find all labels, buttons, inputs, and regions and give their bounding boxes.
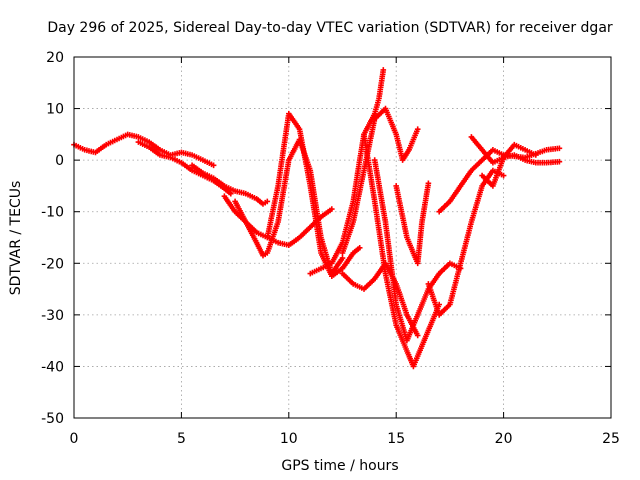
- y-tick-label: -20: [41, 256, 64, 272]
- x-tick-labels: 0 5 10 15 20 25: [70, 431, 620, 447]
- y-tick-label: -50: [41, 411, 64, 427]
- y-tick-label: -40: [41, 359, 64, 375]
- grid-lines: [74, 57, 611, 418]
- x-axis-label: GPS time / hours: [281, 458, 398, 474]
- series-track-11: [371, 157, 464, 344]
- series-track-9: [361, 131, 442, 370]
- y-tick-label: 20: [46, 50, 64, 66]
- data-points: [71, 67, 563, 370]
- x-tick-label: 10: [280, 431, 298, 447]
- plot-frame: [73, 56, 612, 419]
- series-track-14: [436, 145, 563, 215]
- series-track-13: [425, 167, 507, 318]
- y-tick-label: -30: [41, 308, 64, 324]
- x-tick-label: 20: [495, 431, 513, 447]
- series-track-3: [189, 162, 271, 207]
- series-track-2: [135, 139, 234, 197]
- x-tick-label: 15: [387, 431, 405, 447]
- series-track-12: [393, 180, 432, 267]
- y-tick-label: -10: [41, 205, 64, 221]
- y-tick-label: 0: [55, 153, 64, 169]
- y-tick-label: 10: [46, 102, 64, 118]
- series-track-6: [264, 110, 363, 279]
- y-axis-label: SDTVAR / TECUs: [8, 181, 24, 296]
- series-track-10: [339, 260, 421, 339]
- chart-title: Day 296 of 2025, Sidereal Day-to-day VTE…: [47, 20, 613, 36]
- x-tick-label: 25: [602, 431, 620, 447]
- x-tick-label: 5: [177, 431, 186, 447]
- y-tick-labels: 20 10 0 -10 -20 -30 -40 -50: [41, 50, 64, 427]
- x-tick-label: 0: [70, 431, 79, 447]
- series-track-1: [71, 131, 217, 169]
- series-track-16: [479, 141, 539, 189]
